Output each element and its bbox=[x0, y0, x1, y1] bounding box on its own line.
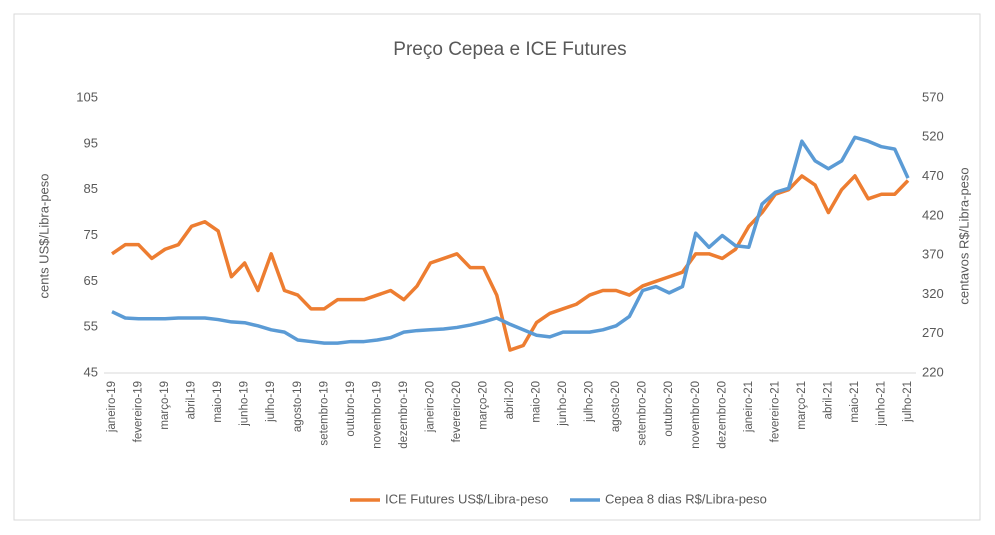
x-tick-label: abril-20 bbox=[504, 381, 516, 419]
x-tick-label: janeiro-20 bbox=[424, 381, 436, 433]
x-tick-label: junho-21 bbox=[875, 381, 887, 427]
x-tick-label: setembro-19 bbox=[318, 381, 330, 446]
series-line bbox=[111, 135, 910, 345]
y2-axis-label: centavos R$/Libra-peso bbox=[956, 167, 971, 304]
y2-tick-label: 420 bbox=[922, 207, 944, 222]
x-tick-label: março-19 bbox=[159, 381, 171, 430]
x-tick-label: setembro-20 bbox=[637, 381, 649, 446]
x-tick-label: junho-20 bbox=[557, 381, 569, 427]
x-tick-label: maio-19 bbox=[212, 381, 224, 423]
y-tick-label: 55 bbox=[84, 319, 98, 334]
x-tick-label: novembro-19 bbox=[371, 381, 383, 449]
x-tick-label: julho-19 bbox=[265, 381, 277, 423]
x-tick-label: fevereiro-19 bbox=[133, 381, 145, 442]
x-tick-label: junho-19 bbox=[239, 381, 251, 427]
x-tick-label: março-20 bbox=[477, 381, 489, 430]
x-tick-label: janeiro-19 bbox=[106, 381, 118, 433]
x-tick-label: abril-21 bbox=[822, 381, 834, 419]
y2-tick-label: 220 bbox=[922, 364, 944, 379]
x-tick-label: outubro-20 bbox=[663, 381, 675, 437]
x-tick-label: abril-19 bbox=[186, 381, 198, 419]
x-tick-label: julho-21 bbox=[902, 381, 914, 423]
x-tick-label: dezembro-20 bbox=[716, 381, 728, 449]
y2-tick-label: 520 bbox=[922, 129, 944, 144]
legend-label: ICE Futures US$/Libra-peso bbox=[385, 491, 548, 506]
y2-tick-label: 570 bbox=[922, 89, 944, 104]
x-tick-label: janeiro-21 bbox=[743, 381, 755, 433]
x-tick-label: outubro-19 bbox=[345, 381, 357, 437]
y2-tick-label: 470 bbox=[922, 168, 944, 183]
x-tick-label: maio-21 bbox=[849, 381, 861, 423]
y-axis-label: cents US$/Libra-peso bbox=[36, 173, 51, 298]
x-tick-label: fevereiro-21 bbox=[769, 381, 781, 442]
x-tick-label: março-21 bbox=[796, 381, 808, 430]
x-tick-label: fevereiro-20 bbox=[451, 381, 463, 442]
x-tick-label: dezembro-19 bbox=[398, 381, 410, 449]
y2-tick-label: 320 bbox=[922, 286, 944, 301]
chart-title: Preço Cepea e ICE Futures bbox=[393, 39, 626, 60]
x-tick-label: julho-20 bbox=[584, 381, 596, 423]
legend-label: Cepea 8 dias R$/Libra-peso bbox=[605, 491, 767, 506]
y2-tick-label: 270 bbox=[922, 325, 944, 340]
y2-tick-label: 370 bbox=[922, 247, 944, 262]
x-tick-label: novembro-20 bbox=[690, 381, 702, 449]
x-tick-label: maio-20 bbox=[531, 381, 543, 423]
y-tick-label: 85 bbox=[84, 181, 98, 196]
y-tick-label: 95 bbox=[84, 135, 98, 150]
x-tick-label: agosto-19 bbox=[292, 381, 304, 432]
y-tick-label: 105 bbox=[76, 89, 98, 104]
y-tick-label: 45 bbox=[84, 364, 98, 379]
chart-border bbox=[13, 13, 981, 521]
y-tick-label: 65 bbox=[84, 273, 98, 288]
x-tick-label: agosto-20 bbox=[610, 381, 622, 432]
y-tick-label: 75 bbox=[84, 227, 98, 242]
